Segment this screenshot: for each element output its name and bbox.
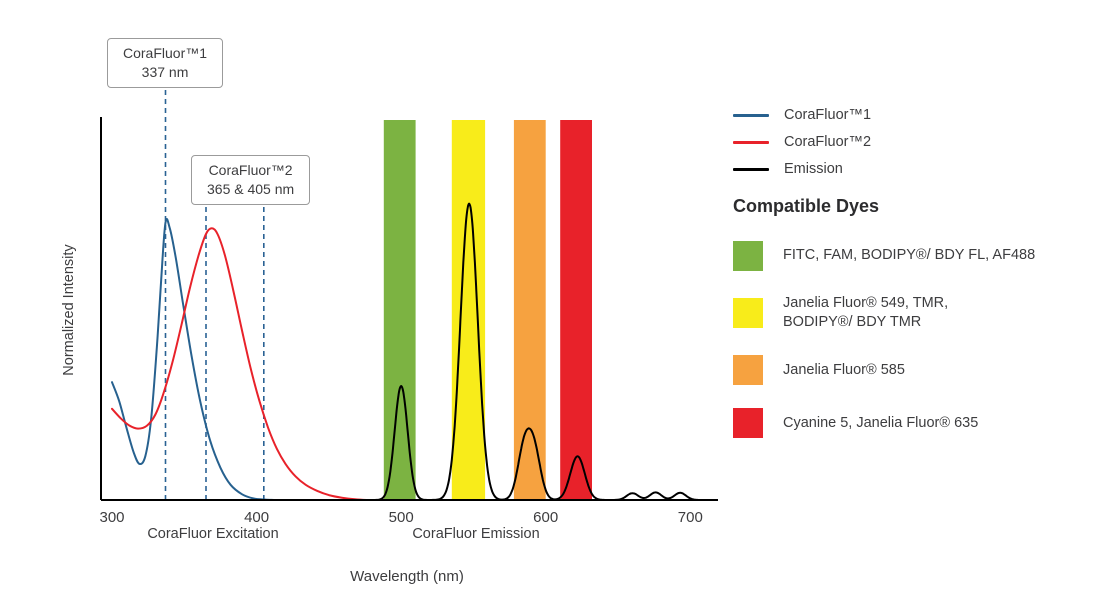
dye-item-yellow: Janelia Fluor® 549, TMR, BODIPY®/ BDY TM…	[733, 294, 1035, 332]
filter-band-yellow	[451, 120, 486, 500]
dye-label: Cyanine 5, Janelia Fluor® 635	[783, 414, 979, 431]
compatible-dyes-heading: Compatible Dyes	[733, 196, 880, 216]
legend-line-swatch	[733, 167, 769, 171]
dye-label: Janelia Fluor® 585	[783, 361, 905, 378]
x-tick-label: 300	[99, 509, 124, 526]
callout-value: 337 nm	[141, 63, 189, 80]
corafluor2-excitation-curve	[111, 227, 368, 501]
callout-title: CoraFluor™2	[208, 162, 293, 178]
legend-label: CoraFluor™1	[784, 107, 872, 123]
filter-band-orange	[513, 120, 546, 500]
compatible-dyes-panel: Compatible Dyes FITC, FAM, BODIPY®/ BDY …	[733, 196, 1035, 461]
y-axis-label: Normalized Intensity	[61, 244, 77, 376]
x-axis-label: Wavelength (nm)	[350, 568, 464, 585]
excitation-section-label: CoraFluor Excitation	[147, 526, 279, 542]
dye-color-swatch	[733, 408, 763, 439]
series-layer	[111, 202, 709, 502]
corafluor1-excitation-curve	[111, 218, 275, 501]
dye-item-red: Cyanine 5, Janelia Fluor® 635	[733, 408, 1035, 439]
x-tick-label: 400	[244, 509, 269, 526]
dye-item-green: FITC, FAM, BODIPY®/ BDY FL, AF488	[733, 241, 1035, 271]
legend-item-corafluor2: CoraFluor™2	[733, 133, 871, 151]
legend-item-corafluor1: CoraFluor™1	[733, 106, 871, 124]
legend-line-swatch	[733, 140, 769, 144]
dye-label: Janelia Fluor® 549, TMR, BODIPY®/ BDY TM…	[783, 295, 949, 331]
filter-band-green	[383, 120, 416, 500]
axes-layer: 300 400 500 600 700	[99, 117, 718, 526]
dye-color-swatch	[733, 355, 763, 386]
dye-color-swatch	[733, 298, 763, 329]
filter-bands-layer	[383, 120, 592, 500]
filter-band-red	[560, 120, 592, 500]
callout-title: CoraFluor™1	[123, 45, 208, 61]
dye-color-swatch	[733, 241, 763, 271]
x-tick-label: 500	[389, 509, 414, 526]
dye-item-orange: Janelia Fluor® 585	[733, 355, 1035, 386]
callout-corafluor2: CoraFluor™2 365 & 405 nm	[191, 155, 311, 205]
legend-item-emission: Emission	[733, 160, 871, 178]
legend-label: Emission	[784, 161, 843, 177]
legend-label: CoraFluor™2	[784, 134, 872, 150]
x-tick-label: 700	[678, 509, 703, 526]
legend-line-swatch	[733, 113, 769, 117]
marker-lines-layer	[164, 90, 265, 499]
x-tick-label: 600	[533, 509, 558, 526]
chart-legend: CoraFluor™1 CoraFluor™2 Emission	[733, 106, 871, 178]
emission-section-label: CoraFluor Emission	[412, 526, 540, 542]
emission-curve	[353, 202, 709, 502]
callout-corafluor1: CoraFluor™1 337 nm	[107, 38, 224, 88]
callout-value: 365 & 405 nm	[207, 180, 295, 197]
dye-label: FITC, FAM, BODIPY®/ BDY FL, AF488	[783, 247, 1036, 264]
